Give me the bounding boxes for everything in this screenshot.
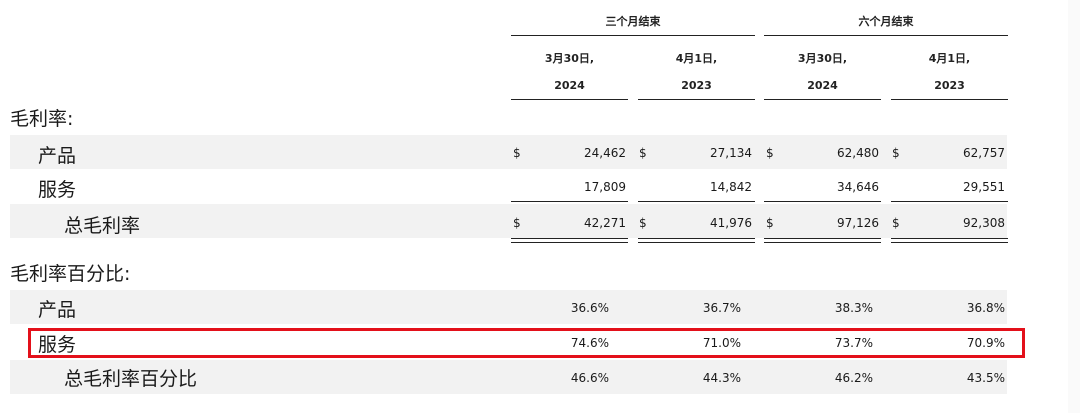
cell-value: 46.6% [570, 371, 609, 385]
subtotal-rule [891, 201, 1008, 202]
subtotal-rule [511, 201, 628, 202]
col-header-date: 4月1日, [675, 52, 718, 65]
cell-value: 36.6% [570, 301, 609, 315]
total-double-rule [764, 238, 881, 243]
col-header-date: 3月30日, [544, 52, 595, 65]
col-header-year: 2024 [807, 79, 838, 92]
table-row-band [10, 135, 1007, 169]
total-double-rule [891, 238, 1008, 243]
highlight-box [28, 328, 1025, 358]
cell-value: 92,308 [963, 216, 1005, 230]
cell-value: 43.5% [966, 371, 1005, 385]
row-label-service: 服务 [38, 334, 77, 356]
cell-value: 34,646 [837, 180, 879, 194]
cell-value: 36.7% [702, 301, 741, 315]
cell-value: 74.6% [570, 336, 609, 350]
cell-value: 36.8% [966, 301, 1005, 315]
currency-symbol: $ [639, 216, 647, 230]
row-label-product: 产品 [38, 145, 77, 167]
header-three-months: 三个月结束 [605, 15, 661, 28]
table-row-band [10, 290, 1007, 324]
cell-value: 71.0% [702, 336, 741, 350]
col-header-rule [764, 99, 881, 100]
cell-value: 46.2% [834, 371, 873, 385]
section-title-gross-margin: 毛利率: [10, 108, 74, 130]
row-label-total-gross-margin-pct: 总毛利率百分比 [64, 368, 198, 390]
col-header-year: 2024 [554, 79, 585, 92]
cell-value: 70.9% [966, 336, 1005, 350]
cell-value: 73.7% [834, 336, 873, 350]
cell-value: 24,462 [584, 146, 626, 160]
cell-value: 17,809 [584, 180, 626, 194]
currency-symbol: $ [892, 216, 900, 230]
currency-symbol: $ [766, 146, 774, 160]
row-label-product: 产品 [38, 299, 77, 321]
cell-value: 62,757 [963, 146, 1005, 160]
cell-value: 42,271 [584, 216, 626, 230]
row-label-total-gross-margin: 总毛利率 [64, 215, 141, 237]
subtotal-rule [638, 201, 755, 202]
header-rule-three-months [511, 35, 755, 36]
currency-symbol: $ [892, 146, 900, 160]
header-rule-six-months [764, 35, 1008, 36]
subtotal-rule [764, 201, 881, 202]
cell-value: 38.3% [834, 301, 873, 315]
header-six-months: 六个月结束 [858, 15, 914, 28]
table-row-band [10, 204, 1007, 238]
cell-value: 14,842 [710, 180, 752, 194]
table-row-band [10, 360, 1007, 394]
currency-symbol: $ [766, 216, 774, 230]
col-header-year: 2023 [934, 79, 965, 92]
scrollbar-track[interactable] [1068, 0, 1080, 413]
cell-value: 62,480 [837, 146, 879, 160]
cell-value: 29,551 [963, 180, 1005, 194]
col-header-rule [511, 99, 628, 100]
currency-symbol: $ [639, 146, 647, 160]
cell-value: 27,134 [710, 146, 752, 160]
col-header-date: 4月1日, [928, 52, 971, 65]
cell-value: 97,126 [837, 216, 879, 230]
total-double-rule [511, 238, 628, 243]
currency-symbol: $ [513, 146, 521, 160]
section-title-gross-margin-pct: 毛利率百分比: [10, 263, 131, 285]
currency-symbol: $ [513, 216, 521, 230]
cell-value: 44.3% [702, 371, 741, 385]
col-header-rule [638, 99, 755, 100]
col-header-rule [891, 99, 1008, 100]
cell-value: 41,976 [710, 216, 752, 230]
col-header-year: 2023 [681, 79, 712, 92]
total-double-rule [638, 238, 755, 243]
row-label-service: 服务 [38, 179, 77, 201]
col-header-date: 3月30日, [797, 52, 848, 65]
